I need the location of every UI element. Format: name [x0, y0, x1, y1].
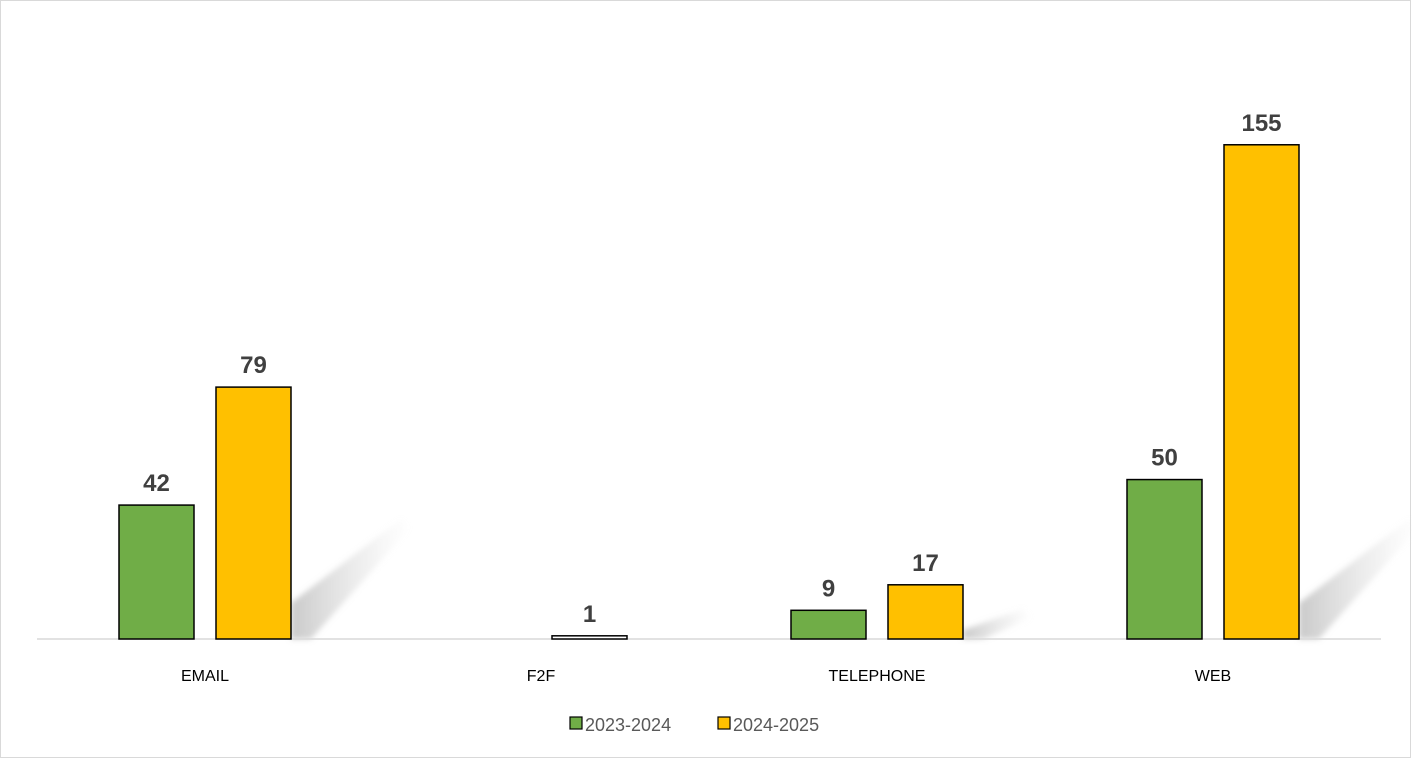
legend: 2023-2024 2024-2025	[569, 715, 819, 735]
bar-layer	[118, 144, 1300, 640]
bar-shadow-telephone	[963, 609, 1033, 639]
data-label-telephone-2024-2025: 17	[912, 550, 939, 577]
bar-telephone-2024-2025	[887, 584, 964, 640]
category-label-layer: EMAIL F2F TELEPHONE WEB	[181, 668, 1231, 685]
data-label-telephone-2023-2024: 9	[822, 575, 835, 602]
category-label-email: EMAIL	[181, 668, 229, 685]
bar-web-2024-2025	[1223, 144, 1300, 640]
bar-email-2024-2025	[215, 386, 292, 640]
legend-label-2023-2024: 2023-2024	[585, 715, 671, 735]
bar-telephone-2023-2024	[790, 609, 867, 640]
category-label-f2f: F2F	[527, 668, 556, 685]
legend-swatch-2024-2025	[717, 716, 731, 730]
bar-web-2023-2024	[1126, 478, 1203, 640]
data-label-email-2023-2024: 42	[143, 470, 170, 497]
legend-label-2024-2025: 2024-2025	[733, 715, 819, 735]
bar-f2f-2024-2025	[551, 635, 628, 640]
bar-shadow-web	[1299, 519, 1412, 639]
category-label-web: WEB	[1195, 668, 1231, 685]
data-label-web-2023-2024: 50	[1151, 445, 1178, 472]
data-label-layer: 42 79 1 9 17 50 155	[143, 110, 1281, 628]
bar-shadow-email	[291, 519, 411, 639]
data-label-web-2024-2025: 155	[1241, 110, 1281, 137]
bar-email-2023-2024	[118, 504, 195, 640]
bar-shadows	[291, 519, 1412, 639]
data-label-email-2024-2025: 79	[240, 352, 267, 379]
data-label-f2f-2024-2025: 1	[583, 601, 596, 628]
category-label-telephone: TELEPHONE	[829, 668, 926, 685]
legend-swatch-2023-2024	[569, 716, 583, 730]
